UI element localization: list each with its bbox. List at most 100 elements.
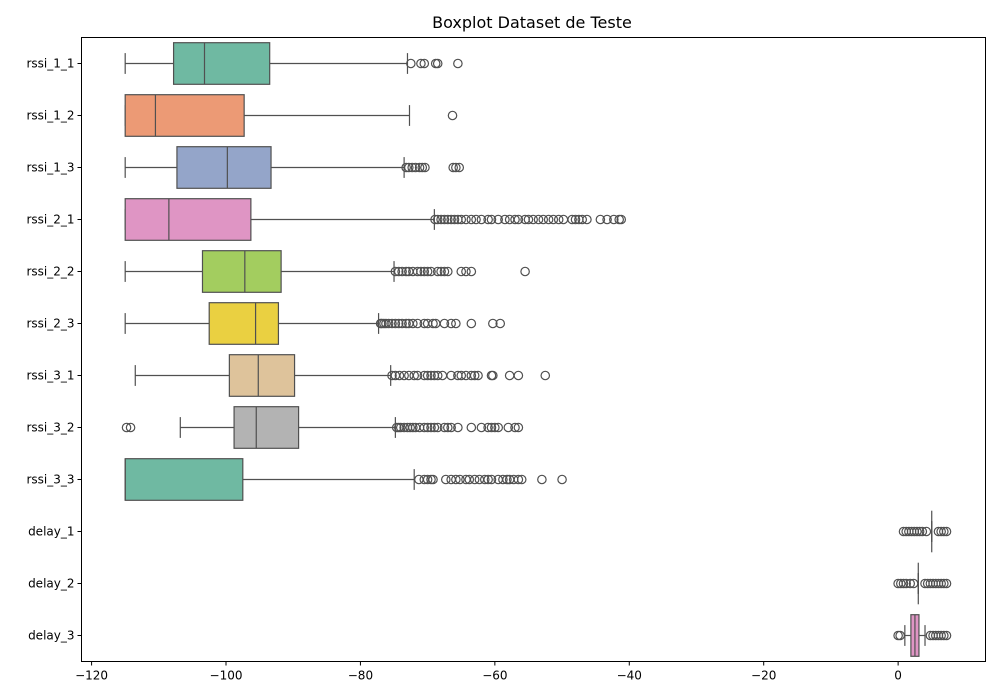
- outlier-point: [466, 422, 477, 433]
- outlier-point: [510, 422, 520, 433]
- outlier-point: [451, 474, 461, 485]
- x-tick-label: 0: [894, 669, 902, 683]
- box-rssi_1_3: [124, 146, 465, 189]
- outlier-point: [493, 214, 504, 225]
- iqr-box: [233, 406, 300, 449]
- outlier-point: [440, 474, 451, 485]
- outlier-point: [439, 214, 450, 225]
- outlier-point: [390, 266, 401, 277]
- box-layer: [121, 42, 952, 657]
- outlier-point: [537, 474, 547, 485]
- outlier-point: [439, 422, 450, 433]
- outlier-point: [917, 526, 928, 537]
- outlier-point: [912, 526, 922, 537]
- outlier-point: [466, 266, 477, 277]
- outlier-point: [446, 214, 456, 225]
- outlier-point: [513, 214, 524, 225]
- outlier-point: [540, 370, 551, 381]
- outlier-point: [473, 370, 483, 381]
- outlier-point: [432, 266, 443, 277]
- box-rssi_1_2: [124, 94, 458, 137]
- y-tick-label: rssi_3_1: [26, 369, 74, 383]
- outlier-point: [409, 370, 419, 381]
- outlier-point: [495, 318, 506, 329]
- box-delay_3: [893, 614, 952, 657]
- outlier-point: [479, 474, 490, 485]
- outlier-point: [395, 422, 406, 433]
- outlier-point: [483, 214, 493, 225]
- outlier-point: [419, 370, 430, 381]
- outlier-point: [513, 422, 524, 433]
- y-tick-label: delay_1: [28, 525, 74, 539]
- outlier-point: [469, 370, 480, 381]
- outlier-point: [570, 214, 581, 225]
- y-axis: rssi_1_1 rssi_1_2 rssi_1_3 rssi_2_1 rssi_2_2…: [26, 57, 82, 643]
- outlier-point: [456, 214, 467, 225]
- outlier-point: [412, 318, 423, 329]
- outlier-point: [432, 422, 443, 433]
- outlier-point: [401, 162, 411, 173]
- outlier-point: [602, 214, 612, 225]
- outlier-point: [466, 214, 477, 225]
- outlier-point: [419, 266, 430, 277]
- outlier-point: [432, 58, 443, 69]
- iqr-box: [208, 302, 280, 345]
- outlier-point: [493, 422, 504, 433]
- box-rssi_1_1: [124, 42, 463, 85]
- outlier-point: [429, 422, 440, 433]
- outlier-point: [390, 318, 401, 329]
- outlier-point: [406, 58, 416, 69]
- outlier-point: [567, 214, 577, 225]
- iqr-box: [172, 42, 271, 85]
- outlier-point: [439, 318, 450, 329]
- outlier-point: [455, 474, 465, 485]
- outlier-point: [502, 474, 512, 485]
- outlier-point: [577, 214, 588, 225]
- outlier-point: [941, 578, 952, 589]
- outlier-point: [426, 422, 436, 433]
- outlier-point: [464, 474, 475, 485]
- outlier-point: [451, 318, 461, 329]
- y-tick-label: rssi_2_3: [26, 317, 74, 331]
- outlier-point: [939, 526, 949, 537]
- outlier-point: [557, 474, 567, 485]
- outlier-point: [408, 318, 418, 329]
- iqr-box: [201, 250, 282, 293]
- outlier-point: [486, 474, 497, 485]
- outlier-point: [476, 422, 487, 433]
- x-tick-label: −60: [482, 669, 507, 683]
- outlier-point: [523, 214, 534, 225]
- outlier-point: [428, 474, 438, 485]
- outlier-point: [498, 474, 508, 485]
- outlier-point: [449, 214, 460, 225]
- outlier-point: [393, 318, 404, 329]
- outlier-point: [548, 214, 559, 225]
- box-rssi_2_2: [124, 250, 530, 293]
- y-tick-label: rssi_1_1: [26, 57, 74, 71]
- outlier-point: [454, 162, 465, 173]
- outlier-point: [443, 422, 453, 433]
- outlier-point: [510, 214, 520, 225]
- outlier-point: [446, 318, 456, 329]
- outlier-point: [553, 214, 564, 225]
- y-tick-label: delay_3: [28, 629, 74, 643]
- outlier-point: [414, 162, 425, 173]
- outlier-point: [426, 370, 436, 381]
- plot-frame: [81, 37, 986, 662]
- outlier-point: [381, 318, 391, 329]
- outlier-point: [898, 578, 909, 589]
- outlier-point: [616, 214, 627, 225]
- box-rssi_2_3: [124, 302, 506, 345]
- outlier-point: [410, 162, 421, 173]
- outlier-point: [513, 370, 524, 381]
- outlier-point: [453, 422, 463, 433]
- y-tick-label: rssi_1_2: [26, 109, 74, 123]
- outlier-point: [936, 526, 946, 537]
- outlier-point: [453, 58, 463, 69]
- outlier-point: [936, 630, 946, 641]
- outlier-point: [397, 318, 407, 329]
- outlier-point: [905, 578, 916, 589]
- outlier-point: [412, 266, 423, 277]
- outlier-point: [416, 58, 426, 69]
